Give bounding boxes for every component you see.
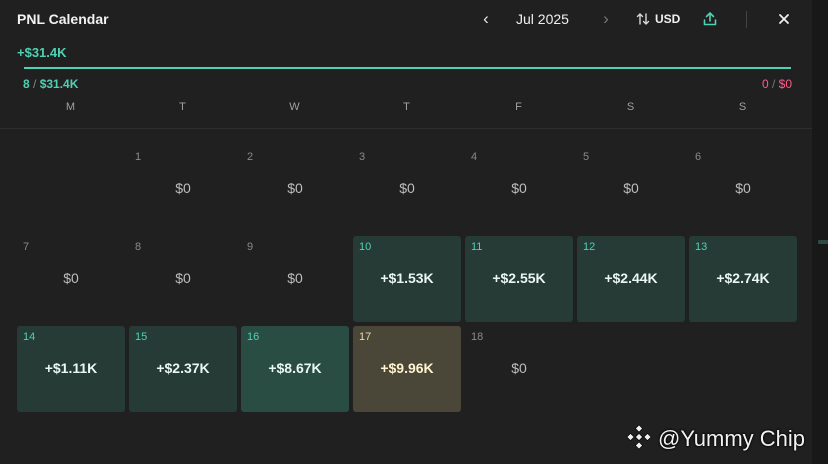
day-number: 1 xyxy=(135,151,142,163)
day-pnl: +$2.44K xyxy=(604,270,658,286)
day-pnl: $0 xyxy=(63,270,79,286)
day-pnl: +$9.96K xyxy=(380,360,434,376)
header: PNL Calendar ‹ Jul 2025 › USD xyxy=(0,0,812,40)
day-number: 7 xyxy=(23,241,30,253)
day-number: 4 xyxy=(471,151,478,163)
day-pnl: +$1.53K xyxy=(380,270,434,286)
weekday-label: F xyxy=(515,101,522,113)
day-pnl: +$1.11K xyxy=(44,360,98,376)
calendar-day-cell[interactable]: 7 $0 xyxy=(17,236,125,322)
currency-label: USD xyxy=(655,12,681,26)
calendar-day-cell[interactable]: 4 $0 xyxy=(465,146,573,232)
win-days-count: 8 xyxy=(23,77,30,91)
swap-arrows-icon xyxy=(636,12,650,26)
day-pnl: $0 xyxy=(175,180,191,196)
loss-amount: $0 xyxy=(778,77,792,91)
progress-fill xyxy=(24,67,791,69)
close-icon xyxy=(776,14,792,32)
binance-logo-icon xyxy=(626,424,652,455)
day-number: 15 xyxy=(135,331,148,343)
calendar-day-cell[interactable]: 18 $0 xyxy=(465,326,573,412)
total-pnl: +$31.4K xyxy=(17,45,67,60)
day-pnl: $0 xyxy=(287,270,303,286)
day-pnl: $0 xyxy=(511,360,527,376)
win-amount: $31.4K xyxy=(39,77,79,91)
day-pnl: $0 xyxy=(399,180,415,196)
weekday-label: W xyxy=(289,101,300,113)
weekday-label: S xyxy=(626,101,635,113)
calendar-day-cell[interactable]: 13 +$2.74K xyxy=(689,236,797,322)
calendar-day-cell[interactable]: 16 +$8.67K xyxy=(241,326,349,412)
day-pnl: $0 xyxy=(287,180,303,196)
weekday-label: M xyxy=(65,101,76,113)
scroll-indicator xyxy=(818,240,828,244)
watermark: @Yummy Chip xyxy=(626,424,805,454)
header-grid-divider xyxy=(0,128,812,129)
share-button[interactable] xyxy=(702,10,718,28)
calendar-day-cell[interactable]: 10 +$1.53K xyxy=(353,236,461,322)
calendar-day-cell[interactable]: 9 $0 xyxy=(241,236,349,322)
weekday-label: S xyxy=(738,101,747,113)
loss-separator: / xyxy=(768,77,779,91)
day-number: 17 xyxy=(359,331,372,343)
day-number: 10 xyxy=(359,241,372,253)
day-number: 18 xyxy=(471,331,484,343)
page-title: PNL Calendar xyxy=(17,11,109,27)
weekday-header-row: M T W T F S S xyxy=(15,101,799,117)
day-pnl: $0 xyxy=(511,180,527,196)
loss-summary: 0 / $0 xyxy=(762,77,792,91)
calendar-day-cell[interactable]: 14 +$1.11K xyxy=(17,326,125,412)
day-pnl: $0 xyxy=(735,180,751,196)
calendar-day-cell[interactable]: 15 +$2.37K xyxy=(129,326,237,412)
day-number: 3 xyxy=(359,151,366,163)
calendar-day-cell[interactable]: 8 $0 xyxy=(129,236,237,322)
day-number: 13 xyxy=(695,241,708,253)
day-number: 8 xyxy=(135,241,142,253)
currency-toggle-button[interactable]: USD xyxy=(636,10,680,28)
calendar-day-cell[interactable]: 3 $0 xyxy=(353,146,461,232)
day-pnl: $0 xyxy=(623,180,639,196)
weekday-label: T xyxy=(403,101,410,113)
day-pnl: +$2.55K xyxy=(492,270,546,286)
right-gutter xyxy=(812,0,828,464)
day-number: 6 xyxy=(695,151,702,163)
calendar-day-cell[interactable]: 6 $0 xyxy=(689,146,797,232)
day-pnl: +$2.37K xyxy=(156,360,210,376)
day-number: 11 xyxy=(471,241,483,253)
upload-icon xyxy=(702,12,718,32)
day-pnl: +$2.74K xyxy=(716,270,770,286)
header-divider xyxy=(746,11,747,28)
current-month-label: Jul 2025 xyxy=(516,11,569,27)
close-button[interactable] xyxy=(776,10,792,28)
win-summary: 8 / $31.4K xyxy=(23,77,78,91)
loss-days-count: 0 xyxy=(761,77,769,91)
calendar-day-cell[interactable]: 11 +$2.55K xyxy=(465,236,573,322)
watermark-text: @Yummy Chip xyxy=(658,426,806,451)
day-number: 12 xyxy=(583,241,596,253)
day-number: 16 xyxy=(247,331,260,343)
day-number: 14 xyxy=(23,331,36,343)
day-number: 5 xyxy=(583,151,590,163)
next-month-button[interactable]: › xyxy=(603,9,609,28)
win-separator: / xyxy=(29,77,40,91)
day-number: 2 xyxy=(247,151,254,163)
calendar-day-cell[interactable]: 5 $0 xyxy=(577,146,685,232)
day-pnl: +$8.67K xyxy=(268,360,322,376)
win-loss-progress-bar xyxy=(24,67,791,69)
calendar-day-cell[interactable]: 1 $0 xyxy=(129,146,237,232)
calendar-day-cell[interactable]: 2 $0 xyxy=(241,146,349,232)
calendar-day-cell[interactable]: 12 +$2.44K xyxy=(577,236,685,322)
weekday-label: T xyxy=(179,101,186,113)
previous-month-button[interactable]: ‹ xyxy=(483,9,489,28)
calendar-day-cell-today[interactable]: 17 +$9.96K xyxy=(353,326,461,412)
day-number: 9 xyxy=(247,241,254,253)
day-pnl: $0 xyxy=(175,270,191,286)
